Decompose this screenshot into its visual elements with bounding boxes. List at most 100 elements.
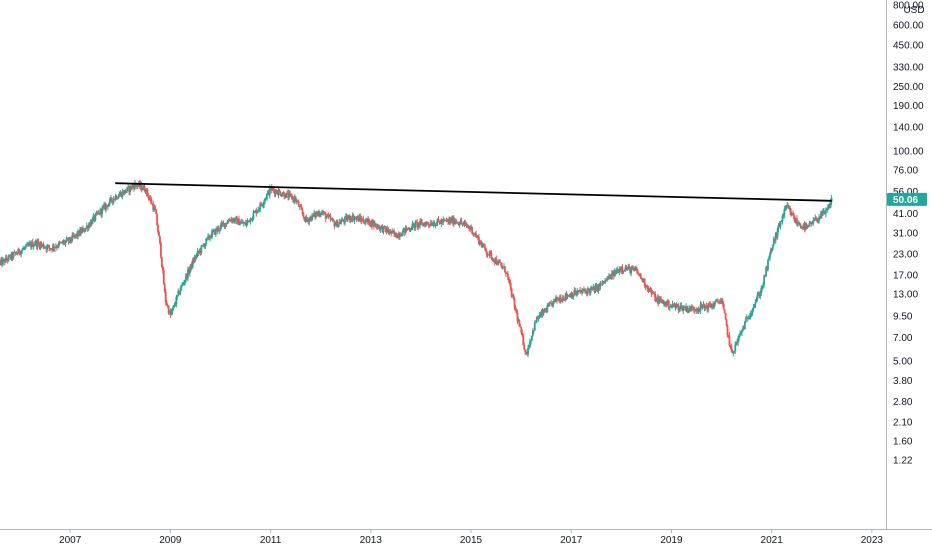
candle-body <box>511 295 514 297</box>
candle-body <box>692 307 695 310</box>
candle-body <box>435 223 438 226</box>
candle-body <box>425 222 428 224</box>
candle-body <box>755 299 758 302</box>
y-tick-label: 330.00 <box>893 62 924 73</box>
candle-body <box>248 220 251 222</box>
candle-body <box>6 259 9 261</box>
candle-body <box>213 229 215 232</box>
candle-body <box>61 241 64 244</box>
candle-body <box>496 263 499 265</box>
candle-body <box>60 241 63 243</box>
candle-body <box>373 223 376 226</box>
candle-body <box>365 218 368 223</box>
candle-body <box>316 213 318 215</box>
candle-body <box>63 241 66 244</box>
candle-body <box>587 288 590 290</box>
candle-body <box>116 198 119 200</box>
candle-body <box>80 229 82 234</box>
candle-body <box>33 244 36 246</box>
candle-body <box>331 219 334 221</box>
candle-body <box>782 215 785 217</box>
candle-body <box>621 267 624 271</box>
candle-body <box>498 260 501 263</box>
y-tick-label: 3.80 <box>893 376 913 387</box>
candle-body <box>707 303 710 310</box>
candle-body <box>699 304 702 311</box>
candle-body <box>642 278 645 283</box>
candle-body <box>581 291 583 293</box>
candle-body <box>253 211 256 213</box>
candle-body <box>139 183 142 187</box>
candle-body <box>386 228 389 233</box>
candle-body <box>507 276 510 281</box>
candle-body <box>709 304 712 307</box>
candle-body <box>784 208 787 210</box>
candle-body <box>310 216 313 221</box>
candle-body <box>214 228 217 235</box>
candle-body <box>578 289 581 292</box>
candle-body <box>532 330 535 332</box>
candle-body <box>823 210 826 214</box>
candle-body <box>9 255 12 259</box>
candle-body <box>319 213 322 215</box>
candle-body <box>584 290 586 292</box>
candle-body <box>284 197 287 199</box>
candle-body <box>764 275 767 277</box>
candle-body <box>363 221 366 224</box>
candle-body <box>142 185 145 190</box>
candle-body <box>322 212 325 214</box>
candle-body <box>107 203 110 207</box>
candle-body <box>122 191 125 195</box>
candle-body <box>21 249 24 251</box>
candle-body <box>743 321 746 330</box>
candle-body <box>438 220 441 223</box>
candles-layer <box>0 179 833 358</box>
candle-body <box>155 209 158 215</box>
candle-body <box>235 217 237 219</box>
candle-body <box>777 224 780 229</box>
y-tick-label: 76.00 <box>893 166 918 177</box>
resistance-trendline[interactable] <box>115 182 832 202</box>
candle-body <box>502 267 504 269</box>
candle-body <box>292 197 294 200</box>
candle-body <box>735 341 738 345</box>
candle-body <box>153 206 156 211</box>
candle-body <box>768 258 770 260</box>
candle-body <box>619 269 622 271</box>
candle-body <box>171 308 174 312</box>
candle-body <box>289 193 291 195</box>
candle-body <box>126 187 129 192</box>
candle-body <box>531 335 533 341</box>
candle-body <box>245 222 248 226</box>
y-tick-label: 600.00 <box>893 21 924 32</box>
time-axis[interactable]: 2007 2009 2011 2013 2015 2017 2019 2021 2023 <box>59 529 883 546</box>
candle-body <box>176 295 179 297</box>
candle-body <box>513 298 516 308</box>
candle-body <box>675 304 678 307</box>
candle-body <box>5 257 8 260</box>
candle-body <box>351 215 354 221</box>
candle-body <box>135 184 138 187</box>
candle-body <box>715 300 717 302</box>
x-tick-label: 2015 <box>460 535 483 546</box>
candle-body <box>359 216 362 220</box>
candle-body <box>131 185 133 189</box>
candle-body <box>347 215 350 219</box>
price-axis[interactable]: 1.22 1.60 2.10 2.80 3.80 5.00 7.00 9.50 13.00 17.… <box>893 0 924 466</box>
candle-body <box>462 223 465 225</box>
candle-body <box>475 233 477 237</box>
candle-body <box>240 222 242 224</box>
candle-body <box>383 226 386 228</box>
candle-body <box>757 293 760 295</box>
candle-body <box>136 185 139 187</box>
candle-body <box>329 216 332 220</box>
candle-body <box>222 223 225 225</box>
candle-body <box>300 206 303 210</box>
candle-body <box>739 333 741 336</box>
candle-body <box>530 340 532 342</box>
candle-body <box>314 212 316 217</box>
candle-body <box>705 305 708 308</box>
candle-body <box>586 288 589 294</box>
candle-body <box>721 300 724 304</box>
candle-body <box>751 308 754 313</box>
